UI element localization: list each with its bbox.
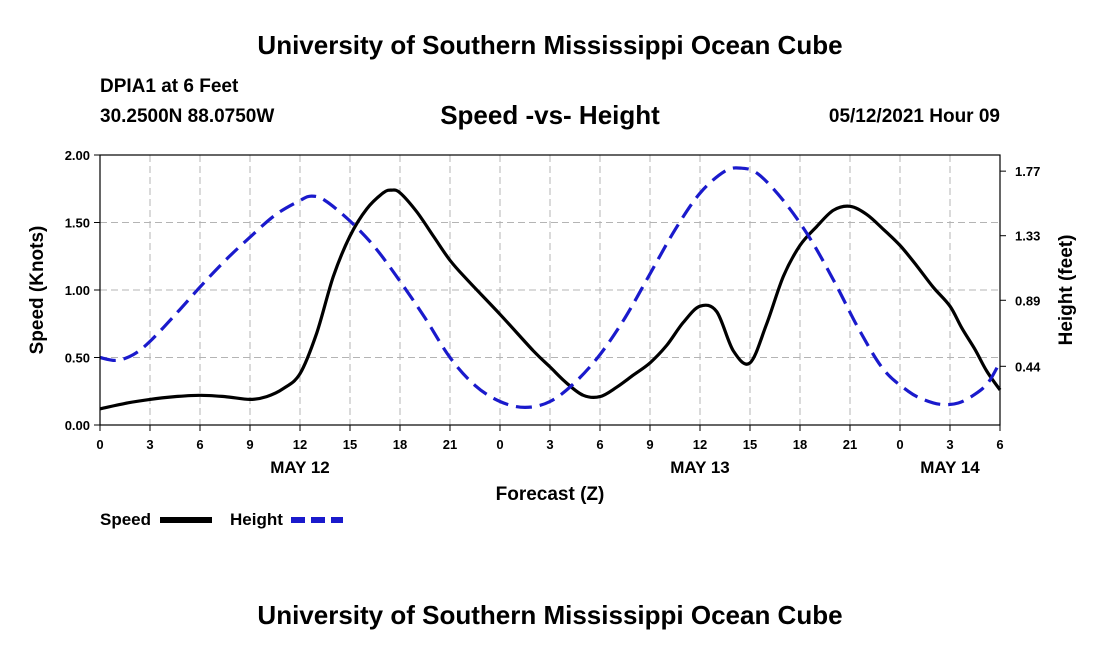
date-label: MAY 12 bbox=[270, 458, 330, 477]
x-tick-label: 15 bbox=[743, 437, 757, 452]
y2-tick-label: 0.89 bbox=[1015, 293, 1040, 308]
y-tick-label: 0.00 bbox=[65, 418, 90, 433]
x-tick-label: 18 bbox=[393, 437, 407, 452]
legend: Speed Height bbox=[100, 510, 343, 529]
x-tick-label: 6 bbox=[196, 437, 203, 452]
y2-tick-label: 1.33 bbox=[1015, 229, 1040, 244]
legend-speed-label: Speed bbox=[100, 510, 151, 529]
y2-tick-label: 0.44 bbox=[1015, 359, 1041, 374]
forecast-datetime: 05/12/2021 Hour 09 bbox=[828, 106, 1000, 127]
station-label: DPIA1 at 6 Feet bbox=[100, 76, 239, 97]
x-tick-label: 3 bbox=[546, 437, 553, 452]
x-tick-label: 9 bbox=[246, 437, 253, 452]
x-tick-label: 0 bbox=[496, 437, 503, 452]
page-title: University of Southern Mississippi Ocean… bbox=[257, 30, 843, 60]
x-axis-label: Forecast (Z) bbox=[496, 484, 605, 505]
footer-title: University of Southern Mississippi Ocean… bbox=[257, 600, 843, 630]
y-tick-label: 1.50 bbox=[65, 216, 90, 231]
x-tick-label: 12 bbox=[693, 437, 707, 452]
legend-height-label: Height bbox=[230, 510, 283, 529]
y2-axis-label: Height (feet) bbox=[1056, 235, 1077, 346]
date-label: MAY 13 bbox=[670, 458, 730, 477]
x-tick-label: 21 bbox=[443, 437, 457, 452]
series-speed-line bbox=[99, 188, 1002, 411]
x-tick-label: 3 bbox=[146, 437, 153, 452]
x-tick-label: 6 bbox=[996, 437, 1003, 452]
y-tick-label: 1.00 bbox=[65, 283, 90, 298]
series-height-line bbox=[99, 166, 1002, 409]
grid bbox=[100, 155, 1000, 425]
series-layer bbox=[99, 166, 1002, 411]
x-tick-label: 0 bbox=[896, 437, 903, 452]
y2-tick-label: 1.77 bbox=[1015, 164, 1040, 179]
axes: 0 3 6 9 12 15 18 21 0 3 6 9 12 15 18 21 0 3 6 MAY 12 MAY 13 M… bbox=[65, 148, 1041, 477]
x-tick-label: 0 bbox=[96, 437, 103, 452]
chart-title: Speed -vs- Height bbox=[440, 100, 660, 130]
station-coordinates: 30.2500N 88.0750W bbox=[100, 106, 275, 127]
x-tick-label: 3 bbox=[946, 437, 953, 452]
date-label: MAY 14 bbox=[920, 458, 980, 477]
x-tick-label: 21 bbox=[843, 437, 857, 452]
y-tick-label: 2.00 bbox=[65, 148, 90, 163]
y-axis-label: Speed (Knots) bbox=[27, 226, 48, 355]
x-tick-label: 12 bbox=[293, 437, 307, 452]
x-tick-label: 9 bbox=[646, 437, 653, 452]
y-tick-label: 0.50 bbox=[65, 351, 90, 366]
x-tick-label: 6 bbox=[596, 437, 603, 452]
x-tick-label: 18 bbox=[793, 437, 807, 452]
x-tick-label: 15 bbox=[343, 437, 357, 452]
